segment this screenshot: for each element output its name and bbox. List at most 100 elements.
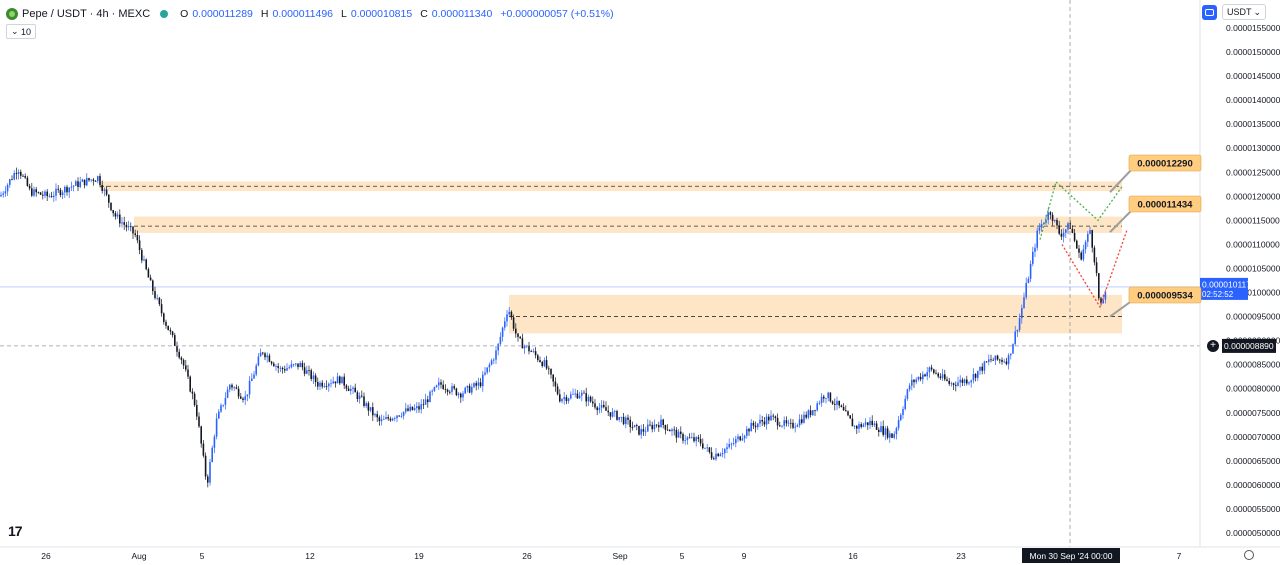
time-tick-label: 5 [200, 551, 205, 561]
candle-body [658, 425, 660, 428]
candle-body [248, 381, 251, 395]
candle-body [376, 414, 378, 418]
candle-body [312, 375, 315, 379]
candle-body [699, 438, 702, 444]
candle-body [1040, 223, 1043, 228]
candle-body [123, 222, 125, 225]
candle-body [83, 179, 86, 186]
candle-body [818, 402, 821, 404]
camera-icon [1205, 9, 1214, 16]
candle-body [774, 416, 777, 419]
time-tick-label: 19 [414, 551, 424, 561]
tradingview-logo[interactable]: 17 [8, 523, 23, 539]
high-value: 0.000011496 [272, 8, 334, 20]
price-tick-label: 0.0000120000 [1226, 191, 1280, 201]
candle-body [691, 437, 693, 439]
candle-body [999, 359, 1001, 361]
candle-body [1093, 247, 1096, 263]
candle-body [834, 403, 836, 405]
candle-body [878, 429, 880, 432]
pepe-coin-icon [6, 8, 18, 20]
gear-icon[interactable] [1244, 550, 1254, 560]
candle-body [992, 359, 994, 361]
candle-body [902, 409, 904, 415]
candle-body [286, 368, 288, 371]
price-tick-label: 0.0000065000 [1226, 456, 1280, 466]
candle-body [405, 408, 407, 412]
candle-body [422, 404, 425, 406]
candle-body [581, 392, 583, 396]
high-label: H [260, 8, 269, 20]
currency-select[interactable]: USDT ⌄ [1222, 4, 1266, 20]
candle-body [31, 188, 33, 196]
candle-body [1034, 247, 1036, 252]
candle-body [614, 411, 616, 412]
candle-body [966, 379, 968, 384]
price-tick-label: 0.0000115000 [1226, 215, 1280, 225]
candle-body [108, 194, 110, 203]
candle-body [275, 365, 277, 367]
candle-body [924, 374, 926, 377]
candle-body [325, 386, 328, 387]
screenshot-button[interactable] [1202, 5, 1217, 20]
candle-body [946, 379, 948, 381]
candle-body [922, 374, 924, 380]
candle-body [589, 396, 592, 402]
candle-body [244, 396, 246, 400]
candle-body [299, 362, 301, 368]
candle-body [1104, 292, 1107, 300]
candle-body [94, 181, 97, 182]
candle-body [772, 415, 774, 417]
candle-body [424, 399, 427, 405]
open-label: O [180, 8, 189, 20]
candle-body [554, 381, 557, 387]
candle-body [680, 431, 682, 434]
volume-toggle[interactable]: ⌄ 10 [6, 24, 37, 39]
candle-body [1010, 353, 1012, 356]
candle-body [339, 376, 341, 384]
price-tick-label: 0.0000100000 [1226, 288, 1280, 298]
candle-body [889, 433, 891, 438]
price-axis[interactable]: 0.0000155000 0.0000150000 0.0000145000 0.00… [1199, 0, 1280, 547]
candle-body [748, 428, 750, 432]
candle-body [950, 383, 953, 385]
low-value: 0.000010815 [350, 8, 413, 20]
time-axis[interactable]: 26 Aug 5 12 19 26 Sep 5 9 16 23 7 Mon 30 Sep '24 00:… [0, 546, 1280, 563]
candle-body [515, 328, 517, 334]
candle-body [856, 425, 858, 429]
candle-body [1095, 262, 1098, 274]
candle-body [721, 453, 724, 455]
crosshair-time-box [1022, 548, 1120, 563]
candle-body [255, 365, 257, 375]
candle-body [532, 351, 535, 352]
symbol-title[interactable]: Pepe / USDT · 4h · MEXC [22, 8, 151, 20]
candle-body [383, 418, 385, 420]
candle-body [499, 336, 502, 344]
candle-body [147, 269, 150, 278]
candle-body [196, 405, 198, 417]
candle-body [801, 419, 803, 423]
candle-body [330, 383, 332, 385]
candle-body [149, 277, 152, 281]
candle-body [42, 194, 44, 196]
candle-body [882, 426, 884, 435]
candle-body [347, 388, 350, 391]
candle-body [490, 360, 493, 365]
candle-body [858, 424, 860, 429]
candle-body [1100, 298, 1102, 304]
candle-body [2, 193, 4, 195]
candle-body [207, 476, 209, 483]
candle-body [583, 392, 585, 394]
candle-body [374, 414, 376, 416]
add-alert-plus-icon[interactable]: + [1207, 340, 1219, 352]
candle-body [160, 304, 163, 314]
candle-body [81, 179, 84, 182]
candle-body [831, 401, 834, 404]
candle-body [805, 414, 807, 418]
candle-body [545, 360, 548, 369]
level-label-text: 0.000009534 [1137, 291, 1193, 302]
candle-body [15, 173, 18, 174]
close-value: 0.000011340 [431, 8, 493, 20]
candle-body [684, 440, 686, 441]
